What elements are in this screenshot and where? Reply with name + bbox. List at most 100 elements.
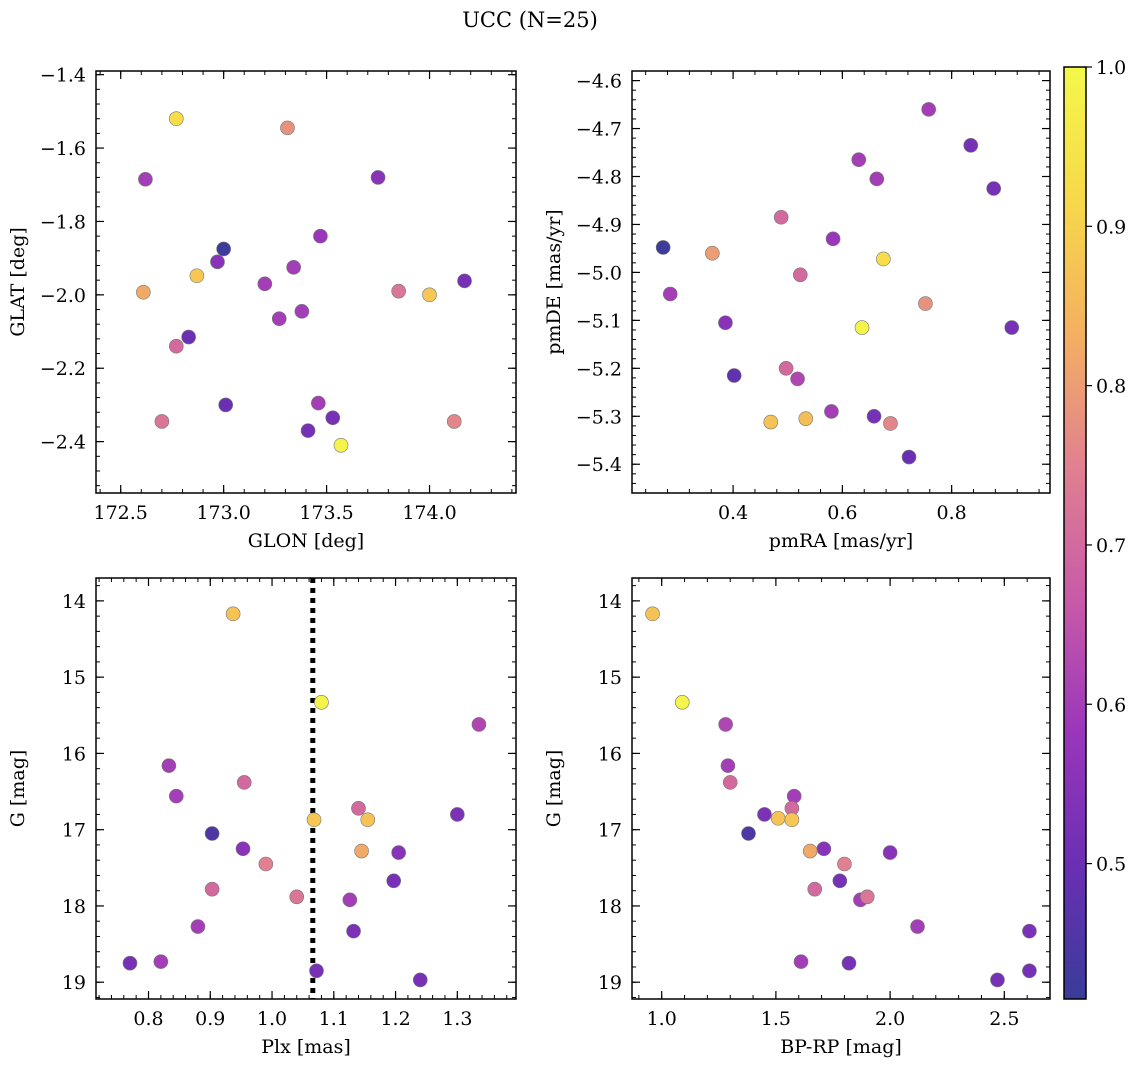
data-point xyxy=(360,812,376,828)
y-tick-label: −2.2 xyxy=(40,358,86,380)
colorbar-tick-label: 1.0 xyxy=(1096,57,1126,79)
data-point xyxy=(784,812,800,828)
y-tick-label: 17 xyxy=(598,820,622,842)
data-point xyxy=(786,788,802,804)
x-axis-label: GLON [deg] xyxy=(248,530,364,552)
data-point xyxy=(859,889,875,905)
y-tick-label: 14 xyxy=(62,591,86,613)
y-axis-label: pmDE [mas/yr] xyxy=(543,209,565,354)
x-tick-label: 0.8 xyxy=(133,1008,163,1030)
y-tick-label: −5.1 xyxy=(576,310,622,332)
data-point xyxy=(963,138,979,153)
y-tick-label: −5.0 xyxy=(576,262,622,284)
x-axis-label: Plx [mas] xyxy=(261,1036,351,1058)
data-point xyxy=(391,283,406,299)
data-point xyxy=(851,152,867,168)
x-tick-label: 2.5 xyxy=(989,1008,1019,1030)
data-point xyxy=(216,241,231,257)
y-tick-label: −5.4 xyxy=(576,454,622,476)
data-point xyxy=(325,410,341,426)
y-tick-label: 19 xyxy=(62,972,86,994)
y-axis-label: G [mag] xyxy=(7,750,29,828)
y-tick-label: −4.9 xyxy=(576,214,622,236)
colorbar-tick-label: 0.8 xyxy=(1096,376,1126,398)
y-tick-label: −2.4 xyxy=(40,432,86,454)
y-tick-label: 18 xyxy=(598,896,622,918)
y-tick-label: 19 xyxy=(598,972,622,994)
data-point xyxy=(986,181,1002,196)
x-tick-label: 173.0 xyxy=(196,502,250,524)
y-tick-label: 14 xyxy=(598,591,622,613)
data-point xyxy=(763,414,779,430)
data-point xyxy=(757,807,772,822)
data-point xyxy=(1004,320,1020,335)
data-point xyxy=(204,826,220,841)
data-point xyxy=(816,841,832,857)
data-point xyxy=(294,304,310,319)
data-point xyxy=(793,954,809,969)
data-point xyxy=(351,801,366,816)
x-axis-label: BP-RP [mag] xyxy=(780,1036,902,1058)
data-point xyxy=(718,717,733,732)
y-tick-label: −1.4 xyxy=(40,65,86,87)
data-point xyxy=(311,395,326,411)
data-point xyxy=(841,955,857,971)
data-point xyxy=(333,437,349,453)
data-point xyxy=(271,311,287,326)
data-point xyxy=(655,240,671,255)
data-point xyxy=(412,972,428,988)
x-tick-label: 0.9 xyxy=(195,1008,225,1030)
data-point xyxy=(309,963,324,979)
panel-position: 172.5 173.0 173.5 174.0 −2.4 −2.2 −2.0 −1.8 −1.6… xyxy=(7,65,517,552)
data-point xyxy=(876,251,891,267)
data-point xyxy=(990,972,1005,988)
data-point xyxy=(778,361,794,376)
data-point xyxy=(446,414,462,429)
data-point xyxy=(854,320,870,335)
data-point xyxy=(726,368,742,383)
data-point xyxy=(662,286,678,302)
data-point xyxy=(674,695,690,710)
data-point xyxy=(869,171,885,187)
x-tick-label: 0.4 xyxy=(718,502,748,524)
x-axis-label: pmRA [mas/yr] xyxy=(769,530,913,552)
x-tick-label: 1.1 xyxy=(319,1008,349,1030)
data-point xyxy=(792,267,808,283)
data-point xyxy=(718,315,733,331)
y-axis-label: GLAT [deg] xyxy=(7,227,29,337)
data-point xyxy=(280,120,295,136)
x-tick-label: 1.2 xyxy=(380,1008,410,1030)
y-tick-label: −1.8 xyxy=(40,211,86,233)
y-axis-label: G [mag] xyxy=(543,750,565,828)
y-tick-label: −4.8 xyxy=(576,167,622,189)
data-point xyxy=(342,892,358,908)
panel-color-magnitude: 1.0 1.5 2.0 2.5 14 15 16 17 18 19 BP-RP [mag] G [ma… xyxy=(543,577,1051,1058)
data-point xyxy=(422,287,437,303)
data-point xyxy=(901,449,917,465)
data-point xyxy=(722,775,738,790)
panel-parallax-magnitude: 0.8 0.9 1.0 1.1 1.2 1.3 14 15 16 17 18 19 Plx [mas] G… xyxy=(7,577,517,1058)
y-tick-label: 18 xyxy=(62,896,86,918)
data-point xyxy=(370,170,386,185)
y-tick-label: 15 xyxy=(62,667,86,689)
y-tick-label: 16 xyxy=(62,743,86,765)
data-point xyxy=(154,414,170,429)
data-point xyxy=(136,284,151,300)
data-point xyxy=(825,231,841,247)
colorbar-tick-label: 0.7 xyxy=(1096,535,1126,557)
data-point xyxy=(705,245,720,261)
x-tick-label: 1.3 xyxy=(442,1008,472,1030)
y-tick-label: −5.3 xyxy=(576,406,622,428)
y-tick-label: −4.7 xyxy=(576,119,622,141)
data-point xyxy=(720,758,736,773)
data-point xyxy=(354,843,369,859)
figure-title: UCC (N=25) xyxy=(462,8,598,32)
x-tick-label: 1.0 xyxy=(647,1008,677,1030)
colorbar-tick-label: 0.6 xyxy=(1096,694,1126,716)
data-point xyxy=(225,606,241,622)
data-point xyxy=(910,919,925,934)
data-point xyxy=(189,268,205,284)
data-point xyxy=(204,881,220,897)
panels: 172.5 173.0 173.5 174.0−2.4−2.2−2.0−1.8−1.6… xyxy=(7,65,1051,1058)
